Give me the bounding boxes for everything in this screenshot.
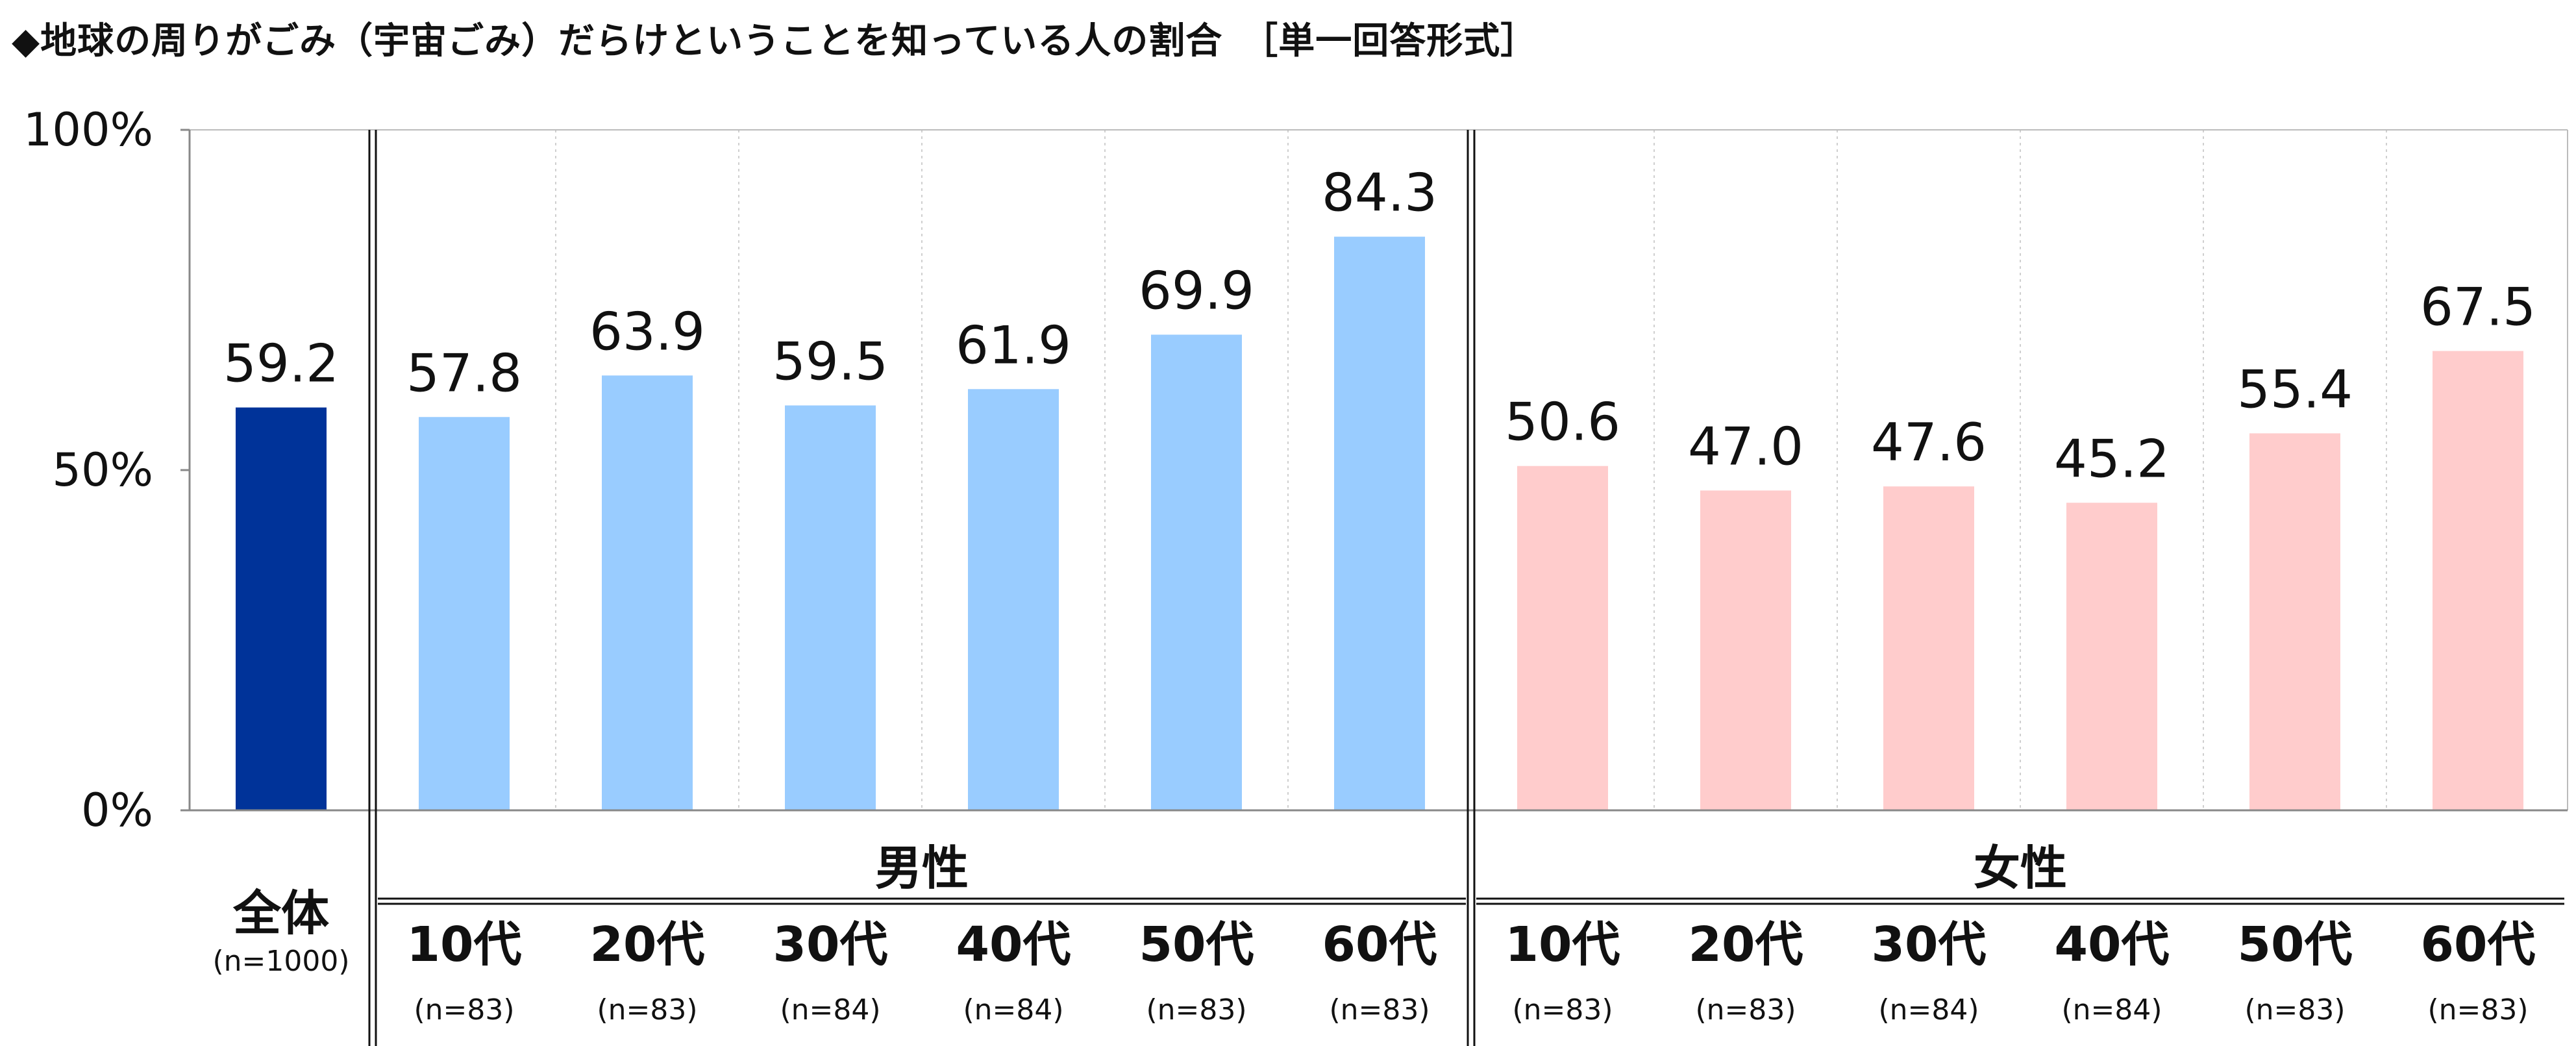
bar-value-label: 47.0 (1688, 416, 1803, 477)
bar-female-50代 (2249, 433, 2340, 810)
bar-male-40代 (968, 389, 1059, 810)
y-tick-label: 0% (81, 784, 153, 837)
bar-value-label: 67.5 (2420, 277, 2536, 338)
sample-size-label: (n=83) (1695, 993, 1796, 1027)
category-label: 全体 (232, 886, 329, 941)
sample-size-label: (n=83) (1512, 993, 1613, 1027)
sample-size-label: (n=83) (597, 993, 697, 1027)
category-label: 50代 (2238, 917, 2353, 973)
category-label: 40代 (956, 917, 1071, 973)
group-label: 女性 (1974, 841, 2067, 895)
sample-size-label: (n=84) (1878, 993, 1979, 1027)
category-label: 50代 (1139, 917, 1254, 973)
bar-value-label: 69.9 (1139, 260, 1254, 321)
sample-size-label: (n=83) (1329, 993, 1430, 1027)
bar-male-10代 (419, 417, 510, 810)
bar-value-label: 61.9 (956, 315, 1071, 375)
bar-value-label: 84.3 (1322, 163, 1437, 223)
category-label: 30代 (1872, 917, 1987, 973)
bar-value-label: 57.8 (406, 343, 522, 403)
category-label: 60代 (1322, 917, 1437, 973)
bar-female-30代 (1883, 486, 1974, 810)
bar-male-30代 (785, 405, 876, 810)
sample-size-label: (n=84) (963, 993, 1063, 1027)
sample-size-label: (n=1000) (212, 945, 349, 978)
bar-value-label: 59.5 (773, 331, 888, 392)
bar-layer (236, 236, 2523, 810)
category-label: 20代 (590, 917, 705, 973)
sample-size-label: (n=84) (780, 993, 880, 1027)
bar-value-label: 45.2 (2054, 429, 2170, 489)
group-label: 男性 (875, 841, 969, 895)
category-label: 40代 (2055, 917, 2170, 973)
sample-size-label: (n=83) (1146, 993, 1246, 1027)
category-label: 10代 (407, 917, 522, 973)
category-label: 60代 (2421, 917, 2536, 973)
bar-female-20代 (1700, 490, 1791, 810)
label-layer: 0% 50% 100% 59.2 全体 (n=1000) 57.8 10代 (n=83) 63.9… (23, 103, 2536, 1027)
axis-layer (180, 129, 2568, 1046)
sample-size-label: (n=83) (2427, 993, 2528, 1027)
bar-female-60代 (2433, 351, 2523, 810)
chart-title: ◆地球の周りがごみ（宇宙ごみ）だらけということを知っている人の割合 ［単一回答形… (12, 20, 1538, 62)
bar-male-60代 (1334, 236, 1425, 810)
bar-female-40代 (2066, 503, 2157, 810)
bar-value-label: 55.4 (2237, 359, 2353, 419)
bar-value-label: 63.9 (589, 301, 705, 362)
y-tick-label: 50% (52, 443, 153, 497)
bar-value-label: 50.6 (1505, 392, 1620, 453)
y-tick-label: 100% (23, 103, 153, 156)
sample-size-label: (n=83) (414, 993, 514, 1027)
bar-female-10代 (1517, 466, 1608, 810)
bar-value-label: 59.2 (223, 334, 339, 394)
grid-layer (555, 130, 2387, 810)
bar-male-50代 (1151, 334, 1242, 810)
bar-male-20代 (602, 375, 693, 810)
category-label: 10代 (1505, 917, 1620, 973)
bar-value-label: 47.6 (1871, 412, 1987, 473)
bar-total (236, 407, 327, 810)
category-label: 30代 (773, 917, 888, 973)
sample-size-label: (n=83) (2244, 993, 2345, 1027)
sample-size-label: (n=84) (2061, 993, 2162, 1027)
category-label: 20代 (1689, 917, 1803, 973)
